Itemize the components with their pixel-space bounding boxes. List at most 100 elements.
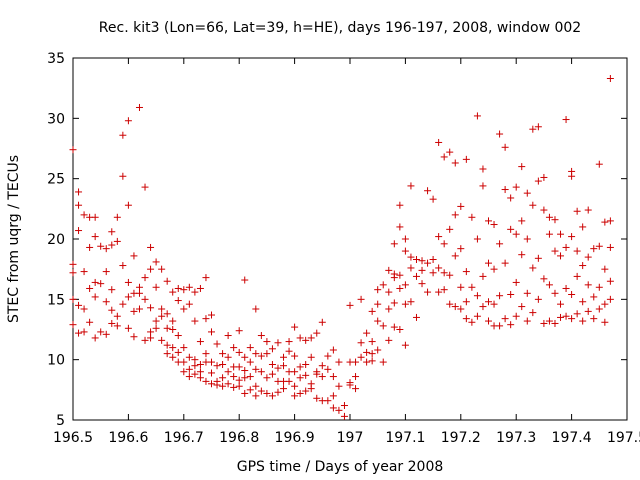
data-point	[601, 318, 609, 326]
data-point	[396, 271, 404, 279]
data-point	[69, 295, 77, 303]
data-point	[268, 370, 276, 378]
data-point	[241, 374, 249, 382]
y-tick-label: 35	[47, 51, 65, 67]
data-point	[241, 389, 249, 397]
data-point	[208, 369, 215, 377]
y-tick-label: 30	[47, 111, 65, 127]
data-point	[75, 227, 83, 235]
data-point	[579, 223, 587, 231]
data-point	[208, 358, 215, 366]
data-point	[340, 412, 348, 420]
data-point	[285, 347, 293, 355]
data-point	[396, 284, 404, 292]
data-point	[230, 373, 238, 381]
data-point	[75, 301, 83, 309]
data-point	[584, 281, 592, 289]
data-point	[224, 380, 232, 388]
data-point	[540, 319, 548, 327]
data-point	[196, 360, 204, 368]
data-point	[80, 211, 88, 219]
data-point	[473, 292, 481, 300]
data-point	[307, 353, 315, 361]
data-points	[69, 75, 614, 420]
data-point	[97, 280, 105, 288]
data-point	[479, 272, 487, 280]
data-point	[163, 350, 171, 358]
data-point	[507, 225, 515, 233]
data-point	[302, 371, 310, 379]
data-point	[152, 258, 160, 266]
data-point	[401, 247, 409, 255]
data-point	[507, 321, 515, 329]
data-point	[368, 350, 376, 358]
data-point	[163, 310, 171, 318]
data-point	[507, 291, 515, 299]
y-tick-label: 10	[47, 353, 65, 369]
data-point	[462, 298, 470, 306]
data-point	[158, 305, 166, 313]
data-point	[274, 339, 282, 347]
data-point	[457, 202, 465, 210]
data-point	[185, 300, 193, 308]
data-point	[158, 312, 166, 320]
data-point	[606, 277, 614, 285]
data-point	[130, 333, 138, 341]
data-point	[551, 216, 559, 224]
data-point	[584, 253, 592, 261]
data-point	[302, 387, 310, 395]
data-point	[152, 283, 160, 291]
data-point	[363, 348, 371, 356]
data-point	[468, 283, 476, 291]
data-point	[313, 394, 321, 402]
data-point	[551, 247, 559, 255]
data-point	[113, 237, 121, 245]
data-point	[407, 182, 415, 190]
data-point	[468, 318, 476, 326]
data-point	[390, 299, 398, 307]
data-point	[490, 265, 498, 273]
data-point	[185, 353, 193, 361]
data-point	[529, 201, 537, 209]
data-point	[169, 317, 177, 325]
data-point	[280, 353, 288, 361]
data-point	[545, 230, 553, 238]
data-point	[446, 300, 454, 308]
data-point	[568, 172, 576, 180]
data-point	[130, 252, 138, 260]
data-point	[296, 363, 304, 371]
data-point	[523, 289, 531, 297]
data-point	[529, 309, 537, 317]
data-point	[457, 245, 465, 253]
data-point	[75, 201, 83, 209]
data-point	[512, 312, 520, 320]
data-point	[523, 317, 531, 325]
data-point	[496, 130, 504, 138]
data-point	[396, 223, 404, 231]
data-point	[496, 240, 504, 248]
data-point	[418, 257, 426, 265]
data-point	[485, 259, 492, 267]
data-point	[346, 381, 354, 389]
x-tick-label: 197.1	[385, 430, 425, 446]
data-point	[451, 159, 459, 167]
data-point	[318, 362, 326, 370]
data-point	[113, 322, 121, 330]
data-point	[496, 322, 504, 330]
data-point	[424, 288, 432, 296]
data-point	[385, 266, 393, 274]
data-point	[196, 338, 204, 346]
x-tick-label: 196.8	[219, 430, 259, 446]
data-point	[257, 387, 265, 395]
data-point	[573, 310, 581, 318]
data-point	[473, 112, 481, 120]
data-point	[429, 269, 437, 277]
data-point	[435, 288, 443, 296]
data-point	[119, 262, 127, 270]
data-point	[246, 344, 254, 352]
data-point	[69, 269, 77, 277]
data-point	[102, 330, 110, 338]
plot-frame	[72, 57, 628, 421]
data-point	[501, 186, 509, 194]
data-point	[230, 344, 238, 352]
